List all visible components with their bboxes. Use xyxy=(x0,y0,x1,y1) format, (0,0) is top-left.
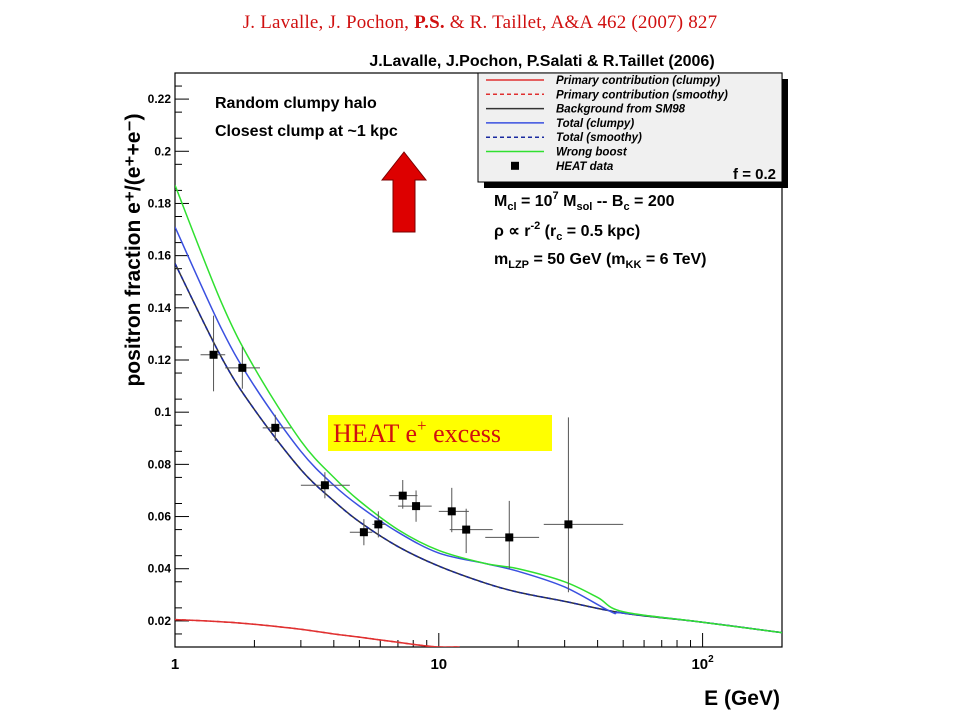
heat-marker xyxy=(505,533,514,542)
citation-authors: J. Lavalle, J. Pochon, xyxy=(242,12,415,33)
heat-data-point xyxy=(349,519,373,546)
chart-title: J.Lavalle, J.Pochon, P.Salati & R.Taille… xyxy=(369,53,714,70)
heat-data-point xyxy=(262,414,291,441)
heat-data-point xyxy=(485,500,540,569)
heat-marker xyxy=(398,491,407,500)
legend-box xyxy=(477,72,783,183)
y-tick-label: 0.14 xyxy=(148,301,172,315)
legend-item: Primary contribution (clumpy) xyxy=(486,75,720,87)
y-tick-label: 0.16 xyxy=(148,249,172,263)
legend-label: Total (clumpy) xyxy=(556,118,634,130)
x-tick-label: 10 xyxy=(430,656,447,673)
citation-author-bold: P.S. xyxy=(414,12,445,33)
heat-data-point xyxy=(300,472,350,499)
params-line1: Mcl = 107 Msol -- Bc = 200 xyxy=(494,190,675,213)
y-axis-label: positron fraction e⁺/(e⁺+e⁻) xyxy=(122,113,145,386)
legend-label: HEAT data xyxy=(556,161,614,173)
legend: Primary contribution (clumpy) Primary con… xyxy=(477,72,788,188)
params-line2: ρ ∝ r-2 (rc = 0.5 kpc) xyxy=(494,220,640,243)
heat-marker xyxy=(374,520,383,529)
heat-marker xyxy=(238,363,247,372)
heat-data-point xyxy=(372,511,386,538)
legend-item: Total (smoothy) xyxy=(486,132,642,144)
f-label: f = 0.2 xyxy=(733,166,776,183)
legend-item: Primary contribution (smoothy) xyxy=(486,89,728,101)
y-tick-label: 0.08 xyxy=(148,457,172,471)
y-axis: 0.02 0.04 0.06 0.08 0.1 0.12 0.14 0.16 0.18 0.2 0.… xyxy=(148,85,189,635)
halo-annotation-line1: Random clumpy halo xyxy=(215,95,377,112)
legend-swatch xyxy=(511,161,519,170)
y-tick-label: 0.12 xyxy=(148,353,172,367)
heat-data-group xyxy=(200,315,624,593)
legend-item: Background from SM98 xyxy=(486,104,686,116)
excess-label-highlight xyxy=(328,415,552,451)
legend-item: Total (clumpy) xyxy=(486,118,634,130)
params-line3: mLZP = 50 GeV (mKK = 6 TeV) xyxy=(494,251,706,271)
halo-annotation-line2: Closest clump at ~1 kpc xyxy=(215,123,398,140)
legend-item: Wrong boost xyxy=(486,147,628,159)
heat-marker xyxy=(412,502,421,511)
heat-data-point xyxy=(438,487,469,533)
series-primary-contribution-smoothy xyxy=(175,618,460,647)
heat-data-point xyxy=(200,315,226,392)
heat-marker xyxy=(271,423,280,432)
legend-label: Background from SM98 xyxy=(556,104,686,116)
x-tick-label: 1 xyxy=(171,656,179,673)
heat-marker xyxy=(209,350,218,359)
excess-label: HEAT e+ excess xyxy=(333,416,501,448)
series-total-clumpy xyxy=(175,226,782,634)
heat-marker xyxy=(462,525,471,534)
legend-label: Wrong boost xyxy=(556,147,628,159)
x-axis-label: E (GeV) xyxy=(704,687,780,710)
legend-item: HEAT data xyxy=(511,161,614,173)
citation-journal: & R. Taillet, A&A 462 (2007) 827 xyxy=(444,12,718,33)
legend-label: Primary contribution (smoothy) xyxy=(556,89,728,101)
x-tick-label: 102 xyxy=(691,654,714,673)
legend-label: Total (smoothy) xyxy=(556,132,642,144)
red-arrow xyxy=(380,151,428,233)
heat-data-point xyxy=(449,508,493,554)
legend-label: Primary contribution (clumpy) xyxy=(556,75,720,87)
heat-data-point xyxy=(389,480,418,509)
heat-marker xyxy=(320,481,329,490)
heat-marker xyxy=(359,528,368,537)
citation: J. Lavalle, J. Pochon, P.S. & R. Taillet… xyxy=(0,12,960,34)
heat-data-point xyxy=(543,417,624,593)
y-tick-label: 0.1 xyxy=(154,405,171,419)
y-tick-label: 0.02 xyxy=(148,614,172,628)
y-tick-label: 0.04 xyxy=(148,562,172,576)
y-tick-label: 0.2 xyxy=(154,144,171,158)
heat-marker xyxy=(564,520,573,529)
heat-data-point xyxy=(225,346,260,389)
y-tick-label: 0.06 xyxy=(148,510,172,524)
heat-marker xyxy=(447,507,456,516)
y-tick-label: 0.18 xyxy=(148,196,172,210)
parameters: Mcl = 107 Msol -- Bc = 200 ρ ∝ r-2 (rc =… xyxy=(494,190,706,271)
y-tick-label: 0.22 xyxy=(148,92,172,106)
heat-data-point xyxy=(397,490,432,522)
